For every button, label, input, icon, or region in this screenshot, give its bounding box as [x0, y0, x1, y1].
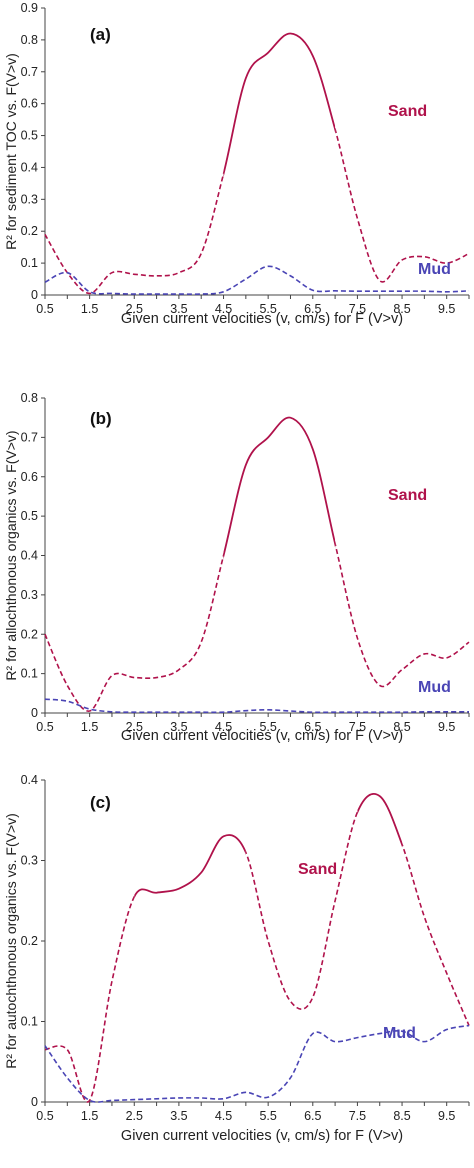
y-tick-label: 0.3	[21, 854, 38, 868]
y-axis-label: R² for sediment TOC vs. F(V>v)	[3, 53, 19, 250]
y-tick-label: 0.8	[21, 391, 38, 405]
sand-series-line	[44, 416, 470, 712]
sand-solid-segment	[223, 416, 336, 560]
x-tick-label: 9.5	[438, 1109, 455, 1123]
x-tick-label: 3.5	[170, 720, 187, 734]
x-tick-label: 0.5	[36, 720, 53, 734]
y-tick-label: 0.7	[21, 430, 38, 444]
x-tick-label: 0.5	[36, 1109, 53, 1123]
x-tick-label: 1.5	[81, 302, 98, 316]
x-axis-label: Given current velocities (v, cm/s) for F…	[121, 311, 403, 327]
y-tick-label: 0.5	[21, 129, 38, 143]
chart-panel: 0 0.1 0.2 0.3 0.4 0.5 0.6 0.7 0.8 0.5 1.5 2.5 3.5 4.5…	[3, 391, 470, 744]
y-tick-label: 0.6	[21, 470, 38, 484]
panel-label: (b)	[90, 409, 112, 428]
sand-series-label: Sand	[388, 103, 427, 120]
panel-label: (a)	[90, 25, 111, 44]
y-tick-label: 0.2	[21, 627, 38, 641]
x-tick-label: 8.5	[393, 302, 410, 316]
sand-series-line	[44, 32, 470, 295]
x-tick-label: 4.5	[215, 302, 232, 316]
x-tick-label: 1.5	[81, 720, 98, 734]
y-tick-label: 0.3	[21, 588, 38, 602]
x-axis-label: Given current velocities (v, cm/s) for F…	[121, 1128, 403, 1144]
mud-series-label: Mud	[383, 1025, 416, 1042]
x-tick-label: 6.5	[304, 302, 321, 316]
y-tick-label: 0	[31, 288, 38, 302]
mud-series-line	[44, 1024, 470, 1103]
y-tick-label: 0.4	[21, 160, 38, 174]
sand-series-label: Sand	[388, 487, 427, 504]
mud-series-label: Mud	[418, 679, 451, 696]
sand-solid-segment	[134, 834, 246, 899]
x-tick-label: 0.5	[36, 302, 53, 316]
x-tick-label: 9.5	[438, 720, 455, 734]
x-tick-label: 4.5	[215, 720, 232, 734]
y-tick-label: 0	[31, 706, 38, 720]
sand-solid-segment	[357, 793, 403, 848]
x-tick-label: 8.5	[393, 720, 410, 734]
x-tick-label: 2.5	[126, 1109, 143, 1123]
x-tick-label: 1.5	[81, 1109, 98, 1123]
sand-series-label: Sand	[298, 861, 337, 878]
y-tick-label: 0.1	[21, 667, 38, 681]
x-axis-label: Given current velocities (v, cm/s) for F…	[121, 728, 403, 744]
y-tick-label: 0.9	[21, 1, 38, 15]
x-tick-label: 5.5	[259, 302, 276, 316]
y-axis-label: R² for autochthonous organics vs. F(V>v)	[3, 813, 19, 1069]
x-tick-label: 3.5	[170, 302, 187, 316]
x-tick-label: 7.5	[349, 302, 366, 316]
sand-solid-underlay	[357, 792, 403, 849]
y-tick-label: 0.8	[21, 33, 38, 47]
y-tick-label: 0.1	[21, 256, 38, 270]
x-tick-label: 5.5	[259, 720, 276, 734]
chart-panel: 0 0.1 0.2 0.3 0.4 0.5 0.6 0.7 0.8 0.9 0.5 1.5 2.5 3.5…	[3, 1, 470, 327]
y-axis-label: R² for allochthonous organics vs. F(V>v)	[3, 430, 19, 680]
sand-series-line	[44, 793, 470, 1103]
x-tick-label: 7.5	[349, 1109, 366, 1123]
x-tick-label: 2.5	[126, 720, 143, 734]
x-tick-label: 9.5	[438, 302, 455, 316]
x-tick-label: 3.5	[170, 1109, 187, 1123]
sand-solid-underlay	[134, 833, 246, 901]
mud-series-label: Mud	[418, 261, 451, 278]
y-tick-label: 0.3	[21, 192, 38, 206]
x-tick-label: 6.5	[304, 720, 321, 734]
x-tick-label: 7.5	[349, 720, 366, 734]
chart-panel: 0 0.1 0.2 0.3 0.4 0.5 1.5 2.5 3.5 4.5 5.5 6.5 7.5 8.5…	[3, 773, 470, 1144]
y-tick-label: 0.1	[21, 1015, 38, 1029]
x-tick-label: 6.5	[304, 1109, 321, 1123]
x-tick-label: 8.5	[393, 1109, 410, 1123]
y-tick-label: 0.4	[21, 773, 38, 787]
sand-solid-underlay	[223, 32, 336, 180]
panel-label: (c)	[90, 793, 111, 812]
x-tick-label: 4.5	[215, 1109, 232, 1123]
y-tick-label: 0	[31, 1095, 38, 1109]
y-tick-label: 0.2	[21, 934, 38, 948]
y-tick-label: 0.2	[21, 224, 38, 238]
y-tick-label: 0.6	[21, 97, 38, 111]
y-tick-label: 0.4	[21, 549, 38, 563]
sand-solid-segment	[223, 32, 336, 178]
y-tick-label: 0.5	[21, 509, 38, 523]
x-tick-label: 2.5	[126, 302, 143, 316]
mud-series-line	[44, 698, 469, 714]
mud-series-line	[44, 265, 470, 296]
y-tick-label: 0.7	[21, 65, 38, 79]
x-tick-label: 5.5	[259, 1109, 276, 1123]
